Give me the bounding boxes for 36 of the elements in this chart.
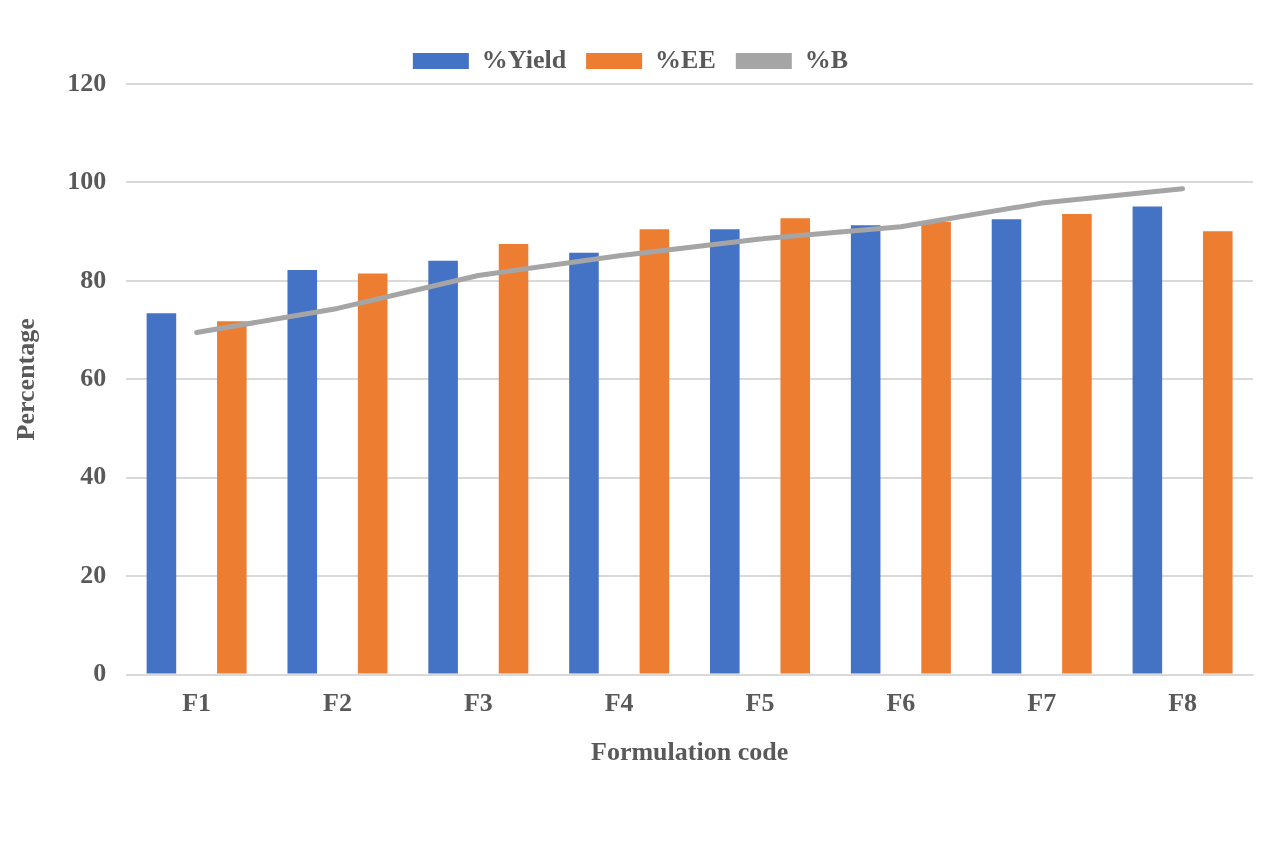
y-tick-label: 80 (80, 264, 107, 294)
bar (1062, 213, 1092, 674)
bar (780, 218, 811, 674)
x-axis-title: Formulation code (591, 737, 789, 767)
y-tick-label: 40 (80, 461, 107, 491)
bar (1132, 206, 1163, 674)
y-tick-label: 20 (80, 559, 107, 589)
x-tick-label: F2 (323, 687, 352, 717)
y-tick-label: 0 (93, 658, 107, 688)
bar (357, 273, 388, 674)
bar (217, 321, 247, 674)
y-tick-label: 60 (80, 363, 107, 393)
y-tick-label: 100 (67, 166, 107, 196)
legend-label: %Yield (481, 44, 567, 74)
x-tick-label: F6 (886, 687, 916, 717)
bar (991, 219, 1022, 674)
legend-label: %EE (655, 44, 716, 74)
x-tick-label: F7 (1027, 687, 1057, 717)
bar (287, 270, 318, 674)
x-tick-label: F8 (1168, 687, 1198, 717)
legend-label: %B (804, 44, 849, 74)
bar (146, 313, 177, 674)
x-tick-label: F4 (604, 687, 634, 717)
x-tick-label: F3 (463, 687, 493, 717)
bar (921, 221, 951, 674)
bar (569, 252, 599, 674)
bar (850, 225, 881, 674)
x-tick-label: F5 (745, 687, 775, 717)
bar (639, 229, 670, 674)
bar (428, 260, 458, 674)
y-tick-label: 120 (67, 67, 107, 97)
bar (710, 229, 740, 674)
x-tick-label: F1 (182, 687, 212, 717)
bar (498, 243, 529, 674)
bar (1203, 231, 1233, 674)
y-axis-title: Percentage (11, 318, 41, 441)
